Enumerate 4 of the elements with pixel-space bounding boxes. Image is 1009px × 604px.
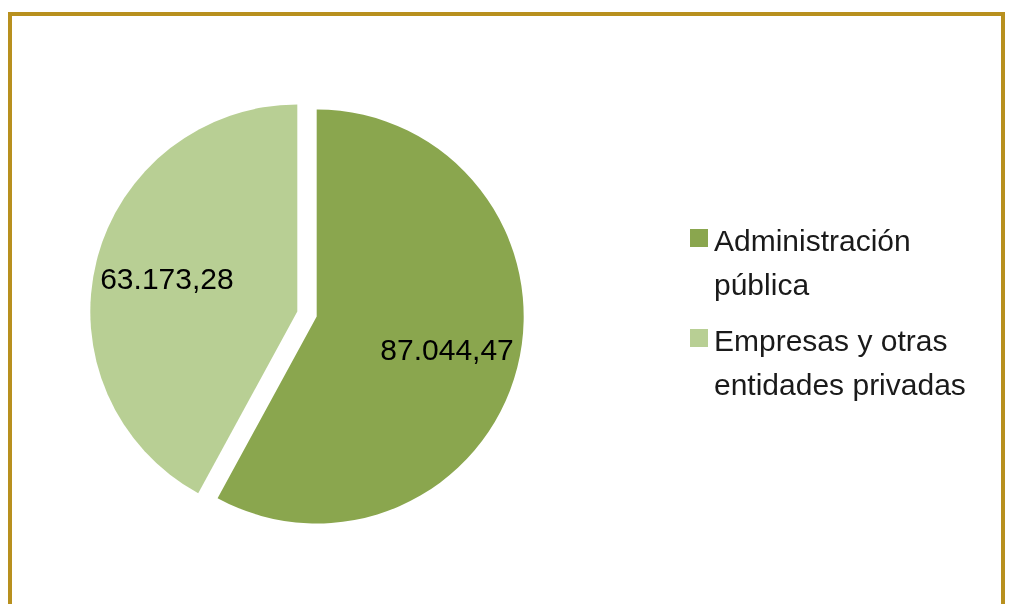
data-label: 87.044,47 <box>380 333 514 367</box>
legend-label: Empresas y otras entidades privadas <box>714 323 966 401</box>
data-label: 63.173,28 <box>100 261 234 295</box>
legend-label: Administración pública <box>714 223 911 301</box>
